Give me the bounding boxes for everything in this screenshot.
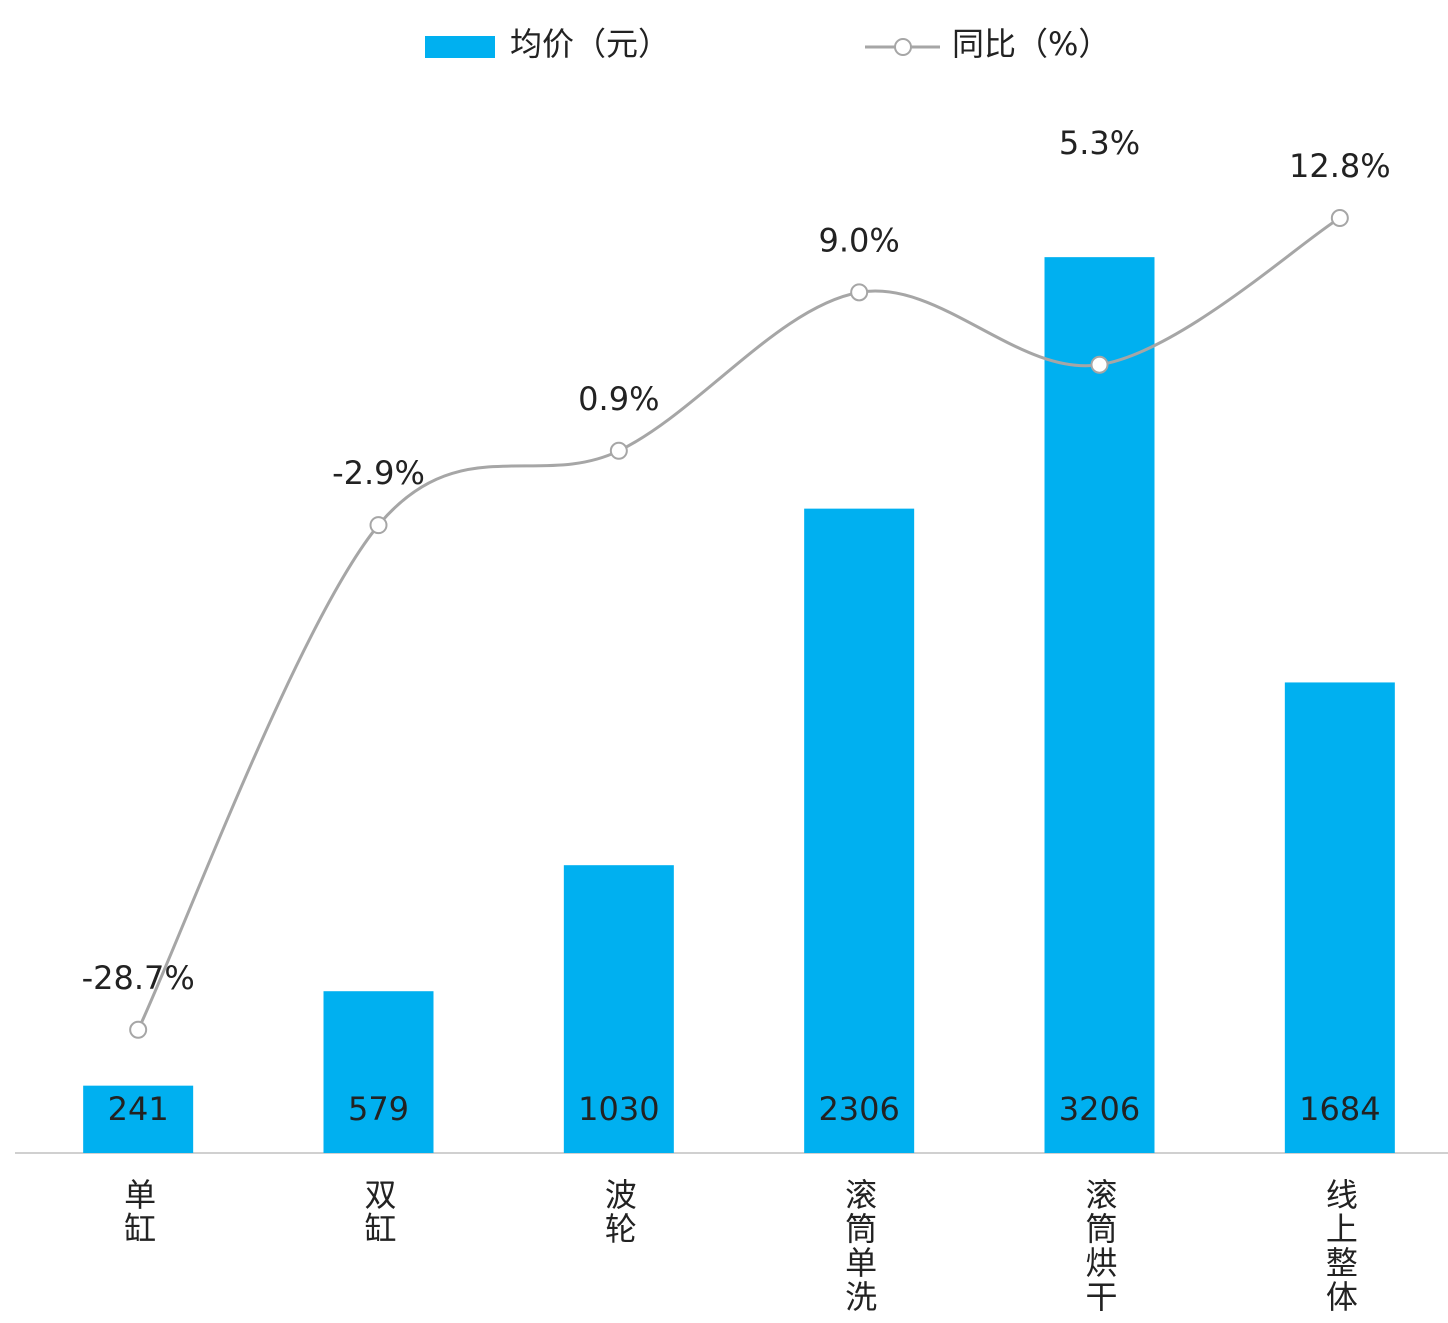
bar (563, 865, 674, 1153)
x-tick-label: 单缸 (119, 1178, 157, 1246)
legend-marker (894, 38, 912, 56)
legend-label: 均价（元） (510, 25, 670, 63)
line-value-label: -2.9% (332, 454, 425, 492)
legend-swatch (425, 36, 495, 58)
line-value-label: 9.0% (819, 221, 900, 259)
bar (804, 508, 915, 1154)
x-tick-label: 滚筒单洗 (840, 1178, 878, 1314)
line-marker (850, 283, 869, 302)
line-marker (1330, 209, 1349, 228)
bar (323, 991, 434, 1153)
legend-label: 同比（%） (952, 25, 1110, 63)
line-value-label: -28.7% (82, 959, 195, 997)
bar (83, 1085, 194, 1153)
bar (1044, 257, 1155, 1154)
bar-value-label: 1030 (578, 1090, 659, 1128)
x-tick-label: 波轮 (600, 1178, 638, 1246)
bar-value-label: 3206 (1059, 1090, 1140, 1128)
bar-value-label: 241 (108, 1090, 169, 1128)
x-tick-label: 滚筒烘干 (1081, 1178, 1119, 1314)
bar-value-label: 579 (348, 1090, 409, 1128)
bar-value-label: 1684 (1299, 1090, 1380, 1128)
x-tick-label: 线上整体 (1321, 1178, 1359, 1314)
line-value-label: 0.9% (578, 380, 659, 418)
x-tick-label: 双缸 (360, 1178, 398, 1246)
line (136, 216, 1341, 1031)
line-marker (1090, 355, 1109, 374)
bar-value-label: 2306 (818, 1090, 899, 1128)
line-marker (129, 1020, 148, 1039)
line-marker (609, 441, 628, 460)
line-value-label: 12.8% (1289, 147, 1391, 185)
bar (1284, 682, 1395, 1153)
line-marker (369, 516, 388, 535)
line-value-label: 5.3% (1059, 124, 1140, 162)
